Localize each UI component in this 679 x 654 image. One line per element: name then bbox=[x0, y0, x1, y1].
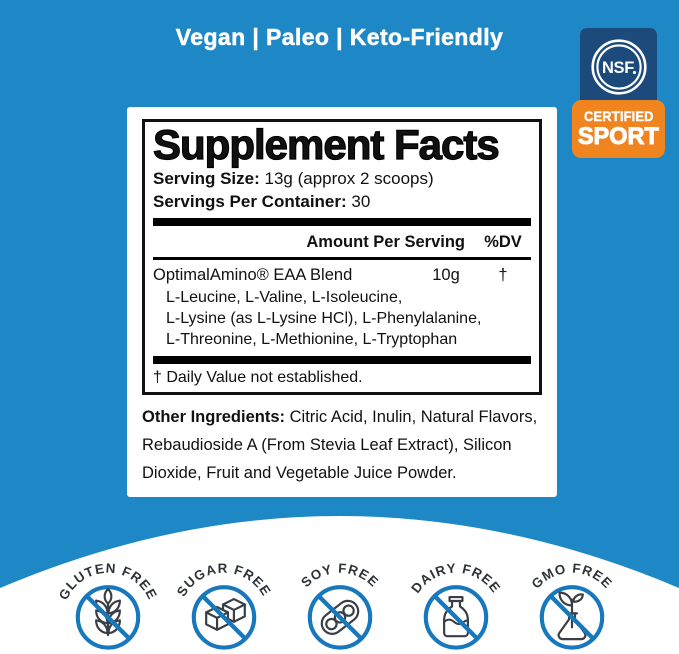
supplement-facts-panel: Supplement Facts Serving Size: 13g (appr… bbox=[127, 107, 557, 497]
blend-components-line: L-Leucine, L-Valine, L-Isoleucine, bbox=[166, 289, 403, 306]
thick-divider-bar bbox=[153, 356, 531, 364]
nsf-certified-sport-panel: CERTIFIED SPORT bbox=[572, 100, 665, 158]
blend-amount: 10g bbox=[432, 266, 460, 284]
thin-divider-rule bbox=[153, 257, 531, 260]
facts-header-row: Amount Per Serving %DV bbox=[153, 226, 531, 257]
svg-text:GLUTEN FREE: GLUTEN FREE bbox=[55, 561, 160, 603]
other-ingredients-label: Other Ingredients: bbox=[142, 408, 286, 426]
nsf-logo-text: NSF bbox=[601, 59, 633, 77]
badge-gmo-free: GMO FREE bbox=[528, 561, 614, 650]
nsf-certified-text: CERTIFIED bbox=[583, 108, 654, 125]
supplement-facts-title: Supplement Facts bbox=[152, 121, 500, 168]
amount-per-serving-header: Amount Per Serving bbox=[306, 233, 465, 251]
servings-value: 30 bbox=[351, 192, 371, 211]
other-ingredients: Other Ingredients: Citric Acid, Inulin, … bbox=[142, 403, 542, 487]
thick-divider-bar bbox=[153, 218, 531, 226]
blend-components-line: L-Threonine, L-Methionine, L-Tryptophan bbox=[166, 331, 458, 348]
supplement-facts-box: Supplement Facts Serving Size: 13g (appr… bbox=[142, 119, 542, 395]
nsf-sport-text: SPORT bbox=[577, 122, 660, 150]
bottom-wave-section: GLUTEN FREE SUGAR FREE bbox=[0, 494, 679, 654]
blend-components: L-Leucine, L-Valine, L-Isoleucine, L-Lys… bbox=[153, 286, 531, 354]
diet-claims-text: Vegan | Paleo | Keto-Friendly bbox=[175, 24, 504, 51]
other-ingredients-value: Citric Acid, Inulin, Natural Flavors, Re… bbox=[142, 408, 538, 482]
badge-gluten-free: GLUTEN FREE bbox=[55, 561, 160, 650]
badge-label: DAIRY FREE bbox=[408, 561, 502, 596]
nsf-certified-sport-badge: NSF CERTIFIED SPORT bbox=[572, 28, 665, 158]
serving-size-label: Serving Size: bbox=[153, 169, 260, 188]
badge-soy-free: SOY FREE bbox=[298, 561, 380, 650]
nsf-circle-icon: NSF bbox=[590, 39, 647, 95]
servings-per-container-line: Servings Per Container: 30 bbox=[153, 190, 531, 213]
nsf-logo-panel: NSF bbox=[580, 28, 657, 106]
blend-dv: † bbox=[498, 266, 508, 284]
dv-header: %DV bbox=[484, 233, 522, 251]
badge-label: SUGAR FREE bbox=[173, 561, 272, 599]
sugar-cubes-icon bbox=[204, 597, 246, 631]
blend-name: OptimalAmino® EAA Blend bbox=[153, 266, 353, 284]
servings-label: Servings Per Container: bbox=[153, 192, 347, 211]
badge-dairy-free: DAIRY FREE bbox=[408, 561, 504, 650]
serving-size-line: Serving Size: 13g (approx 2 scoops) bbox=[153, 167, 531, 190]
blend-components-line: L-Lysine (as L-Lysine HCl), L-Phenylalan… bbox=[166, 310, 482, 327]
badge-sugar-free: SUGAR FREE bbox=[173, 561, 273, 650]
wave-shape bbox=[0, 516, 679, 654]
milk-bottle-icon bbox=[442, 595, 469, 638]
nsf-registered-dot bbox=[632, 70, 636, 75]
dv-footnote: † Daily Value not established. bbox=[153, 369, 363, 386]
badge-label: GLUTEN FREE bbox=[55, 561, 159, 603]
serving-size-value: 13g (approx 2 scoops) bbox=[264, 169, 434, 188]
blend-row: OptimalAmino® EAA Blend 10g † bbox=[153, 260, 531, 286]
svg-text:SUGAR FREE: SUGAR FREE bbox=[173, 561, 273, 599]
svg-text:DAIRY FREE: DAIRY FREE bbox=[408, 561, 504, 596]
free-from-badges-row: GLUTEN FREE SUGAR FREE bbox=[0, 554, 679, 653]
